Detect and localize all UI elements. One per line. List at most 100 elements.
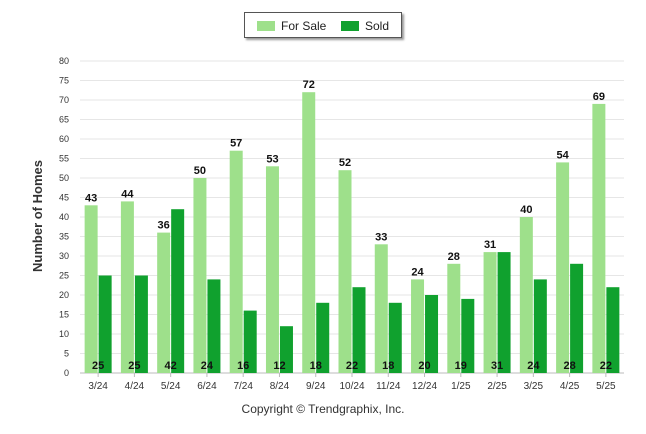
data-label-for-sale: 36 — [158, 220, 170, 232]
y-tick-label: 20 — [59, 290, 69, 300]
y-tick-label: 0 — [64, 368, 69, 378]
bar-sold[interactable] — [570, 263, 584, 373]
x-tick-label: 7/24 — [233, 381, 253, 392]
bar-for-sale[interactable] — [338, 170, 352, 373]
bar-for-sale[interactable] — [483, 252, 497, 373]
bar-sold[interactable] — [606, 287, 620, 373]
x-tick-label: 5/25 — [596, 381, 616, 392]
data-label-sold: 25 — [128, 360, 140, 372]
legend-swatch-sold — [341, 21, 359, 31]
data-label-for-sale: 28 — [448, 251, 460, 263]
bar-sold[interactable] — [316, 302, 330, 373]
bar-sold[interactable] — [497, 252, 511, 373]
bar-for-sale[interactable] — [265, 166, 279, 373]
bar-sold[interactable] — [425, 295, 439, 373]
data-label-sold: 18 — [310, 360, 322, 372]
x-tick-label: 1/25 — [451, 381, 471, 392]
data-label-sold: 18 — [382, 360, 394, 372]
bar-for-sale[interactable] — [120, 201, 134, 373]
y-tick-label: 55 — [59, 154, 69, 164]
bar-sold[interactable] — [533, 279, 547, 373]
x-tick-label: 4/25 — [560, 381, 580, 392]
bar-for-sale[interactable] — [193, 178, 207, 373]
copyright-text: Copyright © Trendgraphix, Inc. — [241, 402, 405, 416]
bar-for-sale[interactable] — [519, 217, 533, 373]
data-label-sold: 12 — [273, 360, 285, 372]
data-label-sold: 24 — [527, 360, 540, 372]
y-tick-label: 5 — [64, 349, 69, 359]
bar-for-sale[interactable] — [302, 92, 316, 373]
bar-for-sale[interactable] — [592, 103, 606, 374]
bar-sold[interactable] — [207, 279, 221, 373]
x-tick-label: 12/24 — [412, 381, 437, 392]
y-tick-label: 45 — [59, 193, 69, 203]
legend: For Sale Sold — [244, 12, 402, 38]
data-label-for-sale: 72 — [303, 79, 315, 91]
data-labels: 43 25 44 25 36 42 50 24 57 16 53 12 72 18 52 22 33 18 24 20… — [85, 79, 612, 372]
data-label-sold: 31 — [491, 360, 503, 372]
data-label-sold: 25 — [92, 360, 104, 372]
data-label-sold: 28 — [563, 360, 575, 372]
legend-item-for-sale[interactable]: For Sale — [257, 19, 326, 33]
data-label-sold: 22 — [600, 360, 612, 372]
y-tick-labels: 0 5 10 15 20 25 30 35 40 45 50 55 60 65 70 75 80 — [59, 56, 69, 378]
y-tick-label: 75 — [59, 76, 69, 86]
y-tick-label: 30 — [59, 251, 69, 261]
bar-sold[interactable] — [279, 326, 293, 373]
data-label-for-sale: 43 — [85, 192, 97, 204]
bar-sold[interactable] — [461, 298, 475, 373]
x-tick-label: 10/24 — [339, 381, 364, 392]
bar-sold[interactable] — [352, 287, 366, 373]
x-tick-label: 4/24 — [125, 381, 145, 392]
y-tick-label: 25 — [59, 271, 69, 281]
bar-sold[interactable] — [243, 310, 257, 373]
bar-sold[interactable] — [388, 302, 402, 373]
legend-item-sold[interactable]: Sold — [341, 19, 389, 33]
data-label-sold: 42 — [165, 360, 177, 372]
x-tick-label: 3/24 — [88, 381, 108, 392]
data-label-for-sale: 40 — [520, 204, 532, 216]
legend-label-for-sale: For Sale — [281, 19, 327, 33]
bar-sold[interactable] — [98, 275, 112, 374]
data-label-sold: 19 — [455, 360, 467, 372]
x-tick-label: 11/24 — [376, 381, 401, 392]
bar-for-sale[interactable] — [84, 205, 98, 373]
data-label-sold: 16 — [237, 360, 249, 372]
y-tick-label: 70 — [59, 95, 69, 105]
data-label-for-sale: 69 — [593, 91, 605, 103]
bar-for-sale[interactable] — [157, 232, 171, 373]
y-tick-label: 65 — [59, 115, 69, 125]
x-tick-label: 8/24 — [270, 381, 290, 392]
y-axis-title: Number of Homes — [30, 160, 45, 272]
x-tick-label: 2/25 — [487, 381, 507, 392]
bar-for-sale[interactable] — [229, 150, 243, 373]
bar-for-sale[interactable] — [411, 279, 425, 373]
y-tick-label: 40 — [59, 212, 69, 222]
data-label-for-sale: 24 — [411, 266, 424, 278]
x-tick-label: 6/24 — [197, 381, 217, 392]
x-tick-labels: 3/24 4/24 5/24 6/24 7/24 8/24 9/24 10/24 11/24 12… — [88, 373, 616, 392]
bar-sold[interactable] — [134, 275, 148, 374]
x-tick-label: 3/25 — [524, 381, 544, 392]
data-label-for-sale: 33 — [375, 231, 387, 243]
data-label-for-sale: 44 — [121, 188, 134, 200]
x-tick-label: 5/24 — [161, 381, 181, 392]
data-label-for-sale: 52 — [339, 157, 351, 169]
data-label-for-sale: 31 — [484, 239, 496, 251]
data-label-sold: 20 — [418, 360, 430, 372]
legend-swatch-for-sale — [257, 21, 275, 31]
bars — [84, 92, 620, 374]
x-tick-label: 9/24 — [306, 381, 326, 392]
y-tick-label: 10 — [59, 329, 69, 339]
data-label-sold: 22 — [346, 360, 358, 372]
y-tick-label: 50 — [59, 173, 69, 183]
bar-sold[interactable] — [171, 209, 185, 373]
bar-for-sale[interactable] — [556, 162, 570, 373]
legend-label-sold: Sold — [365, 19, 390, 33]
data-label-for-sale: 57 — [230, 138, 242, 150]
bar-for-sale[interactable] — [374, 244, 388, 373]
data-label-for-sale: 53 — [266, 153, 278, 165]
bar-for-sale[interactable] — [447, 263, 461, 373]
data-label-sold: 24 — [201, 360, 214, 372]
